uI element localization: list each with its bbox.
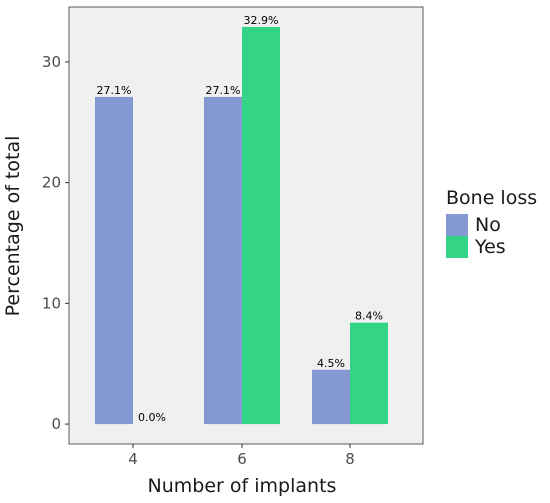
- data-labels: 27.1% 27.1% 4.5% 0.0% 32.9% 8.4%: [97, 14, 383, 424]
- x-tick-label: 8: [345, 450, 355, 468]
- x-tick-label: 6: [237, 450, 247, 468]
- legend-label-yes: Yes: [474, 236, 506, 258]
- data-label: 32.9%: [244, 14, 279, 27]
- bars: [95, 26, 388, 425]
- y-tick-label: 0: [51, 415, 61, 433]
- legend-title: Bone loss: [446, 187, 537, 209]
- x-tick-label: 4: [128, 450, 138, 468]
- bar-no-6: [204, 96, 242, 425]
- y-axis: 0 10 20 30: [42, 53, 69, 433]
- data-label: 8.4%: [355, 310, 383, 323]
- data-label: 0.0%: [138, 411, 166, 424]
- bar-no-4: [95, 96, 133, 425]
- data-label: 27.1%: [206, 84, 241, 97]
- data-label: 4.5%: [317, 357, 345, 370]
- legend-key-yes: [446, 236, 468, 258]
- y-tick-label: 10: [42, 294, 61, 312]
- legend-key-no: [446, 214, 468, 236]
- y-axis-title: Percentage of total: [2, 136, 24, 317]
- x-axis-title: Number of implants: [148, 475, 337, 497]
- data-label: 27.1%: [97, 84, 132, 97]
- bar-yes-8: [350, 322, 388, 425]
- bar-yes-6: [242, 26, 280, 425]
- legend-label-no: No: [475, 214, 501, 236]
- x-axis: 4 6 8: [128, 444, 355, 468]
- bar-no-8: [312, 369, 350, 425]
- y-tick-label: 30: [42, 53, 61, 71]
- y-tick-label: 20: [42, 174, 61, 192]
